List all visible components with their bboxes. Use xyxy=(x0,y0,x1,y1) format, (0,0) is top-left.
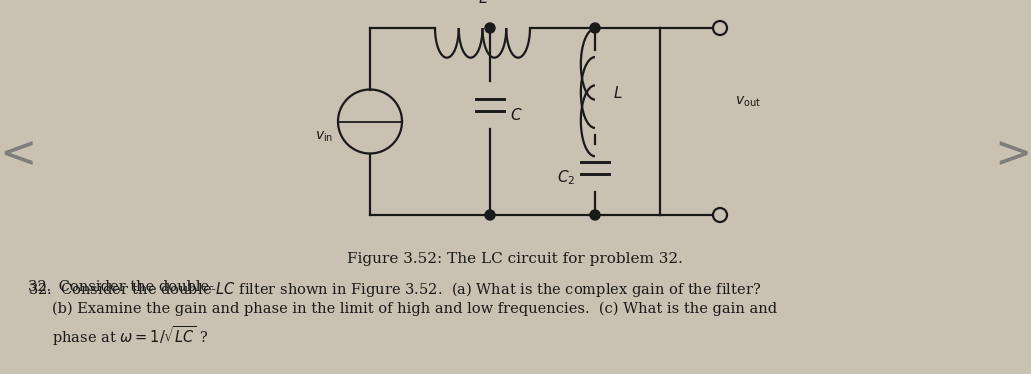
Circle shape xyxy=(485,23,495,33)
Text: (b) Examine the gain and phase in the limit of high and low frequencies.  (c) Wh: (b) Examine the gain and phase in the li… xyxy=(52,302,777,316)
Text: $C$: $C$ xyxy=(510,107,523,123)
Circle shape xyxy=(590,210,600,220)
Text: $v_{\mathrm{out}}$: $v_{\mathrm{out}}$ xyxy=(735,94,761,109)
Text: phase at $\omega = 1/\sqrt{LC}$ ?: phase at $\omega = 1/\sqrt{LC}$ ? xyxy=(52,324,208,348)
Text: $L$: $L$ xyxy=(477,0,488,6)
Circle shape xyxy=(590,23,600,33)
Circle shape xyxy=(485,210,495,220)
Text: 32. Consider the double-​: 32. Consider the double-​ xyxy=(28,280,214,294)
Text: $L$: $L$ xyxy=(613,85,623,101)
Text: >: > xyxy=(994,134,1031,177)
Text: Figure 3.52: The LC circuit for problem 32.: Figure 3.52: The LC circuit for problem … xyxy=(347,252,683,266)
Text: <: < xyxy=(0,134,37,177)
Text: $v_{\mathrm{in}}$: $v_{\mathrm{in}}$ xyxy=(314,129,333,144)
Text: $C_2$: $C_2$ xyxy=(557,169,575,187)
Text: 32.  Consider the double-$LC$ filter shown in Figure 3.52.  (a) What is the comp: 32. Consider the double-$LC$ filter show… xyxy=(28,280,761,299)
